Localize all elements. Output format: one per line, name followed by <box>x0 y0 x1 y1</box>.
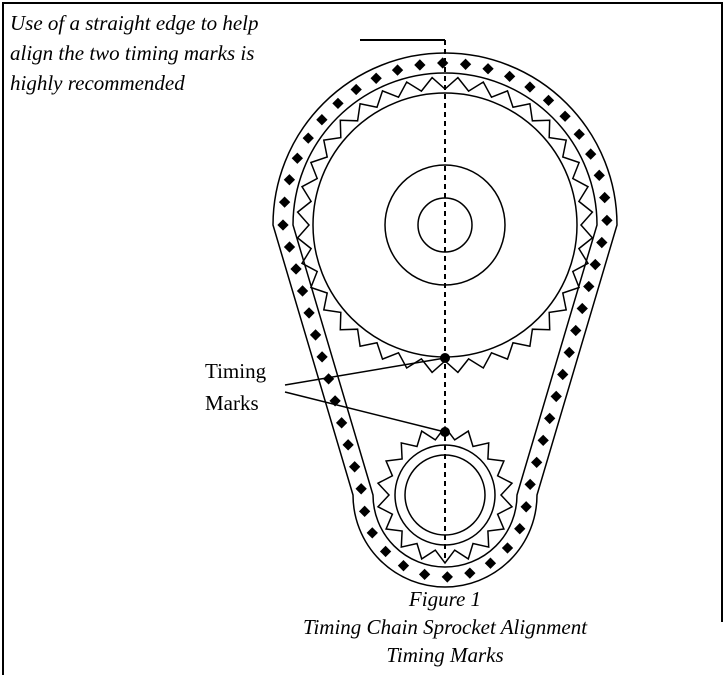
chain-link <box>464 567 476 579</box>
chain-link <box>303 307 315 319</box>
chain-link <box>283 174 296 186</box>
chain-link <box>441 571 453 583</box>
chain-link <box>531 456 543 469</box>
pointer <box>284 357 446 386</box>
chain-link <box>583 280 595 293</box>
chain-link <box>503 70 516 83</box>
chain-link <box>585 148 597 160</box>
chain-link <box>589 258 601 271</box>
chain-link <box>557 368 569 381</box>
chain-link <box>302 132 314 144</box>
chain-link <box>358 505 371 517</box>
chain-link <box>391 64 404 76</box>
label-text: Marks <box>205 391 259 415</box>
chain-link <box>418 568 431 581</box>
chain-link <box>559 110 571 122</box>
chain-inner <box>292 72 598 568</box>
chain-link <box>348 461 361 473</box>
chain-link <box>370 72 382 84</box>
chain-link <box>332 97 344 110</box>
chain-link <box>316 114 328 126</box>
chain-link <box>309 329 322 341</box>
label-text: Timing <box>205 359 267 383</box>
chain-link <box>599 191 611 204</box>
chain-link <box>342 439 354 451</box>
chain-outer <box>272 52 618 588</box>
chain-link <box>484 557 497 569</box>
chain-link <box>550 390 562 403</box>
caption-text: Timing Marks <box>386 643 503 667</box>
note-text: align the two timing marks is <box>10 41 254 65</box>
chain-link <box>355 483 367 495</box>
pointer <box>284 391 446 433</box>
chain-link <box>570 324 582 337</box>
note-text: highly recommended <box>10 71 185 95</box>
chain-link <box>520 501 532 513</box>
chain-link <box>537 434 549 447</box>
chain-link <box>335 417 348 429</box>
chain-link <box>563 346 575 359</box>
chain-link <box>542 94 555 107</box>
chain-link <box>366 527 378 539</box>
chain-link <box>524 81 536 93</box>
timing-mark <box>440 353 450 363</box>
timing-mark <box>440 427 450 437</box>
chain-link <box>414 59 426 71</box>
chain-link <box>277 219 289 231</box>
note-text: Use of a straight edge to help <box>10 11 258 35</box>
chain-link <box>291 152 303 164</box>
chain-link <box>573 128 585 140</box>
chain-link <box>596 236 608 249</box>
crank-teeth <box>376 425 514 565</box>
caption-text: Figure 1 <box>408 587 481 611</box>
chain-link <box>322 373 335 385</box>
chain-link <box>397 560 410 572</box>
chain-link <box>524 478 536 491</box>
chain-link <box>544 412 556 425</box>
chain-link <box>290 263 302 275</box>
chain-link <box>593 169 605 181</box>
chain-link <box>459 58 472 70</box>
chain-link <box>350 83 362 96</box>
caption-text: Timing Chain Sprocket Alignment <box>303 615 588 639</box>
chain-link <box>576 302 588 315</box>
chain-link <box>283 241 296 253</box>
chain-link <box>316 351 328 363</box>
chain-link <box>296 285 309 297</box>
chain-link <box>501 542 514 554</box>
chain-link <box>482 63 494 75</box>
cam-teeth <box>296 76 594 374</box>
chain-link <box>437 57 449 69</box>
chain-link <box>278 196 291 208</box>
chain-link <box>379 545 392 558</box>
chain-link <box>514 523 526 535</box>
chain-link <box>601 214 613 227</box>
